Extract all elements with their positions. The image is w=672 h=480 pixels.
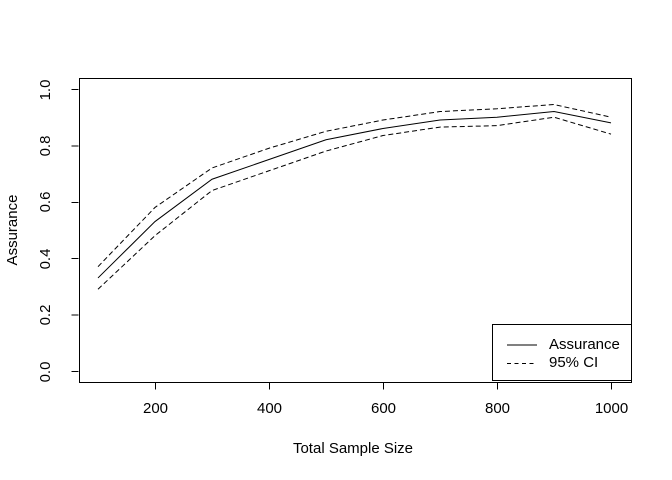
- y-axis-title: Assurance: [4, 194, 21, 266]
- y-tick-label: 1.0: [37, 79, 54, 100]
- y-tick-label: 0.8: [37, 135, 54, 157]
- x-tick-label: 400: [256, 400, 283, 417]
- legend-label-assurance: Assurance: [549, 336, 620, 353]
- x-tick-label: 1000: [594, 400, 629, 417]
- axis-tick-marks: [71, 89, 612, 390]
- series-line-95-ci-lower: [97, 116, 612, 290]
- series-line-95-ci-upper: [97, 104, 612, 268]
- data-series-lines: [97, 104, 612, 290]
- x-axis-title: Total Sample Size: [292, 440, 414, 457]
- series-line-assurance: [97, 111, 612, 279]
- plot-frame: [79, 78, 632, 383]
- x-tick-label: 600: [370, 400, 397, 417]
- y-tick-label: 0.6: [37, 191, 54, 213]
- legend-label-95ci: 95% CI: [549, 354, 599, 371]
- y-tick-label: 0.0: [37, 361, 54, 382]
- x-tick-label: 200: [142, 400, 169, 417]
- legend-box: [492, 324, 632, 381]
- y-tick-label: 0.4: [37, 248, 54, 270]
- y-tick-label: 0.2: [37, 304, 54, 326]
- x-tick-label: 800: [484, 400, 511, 417]
